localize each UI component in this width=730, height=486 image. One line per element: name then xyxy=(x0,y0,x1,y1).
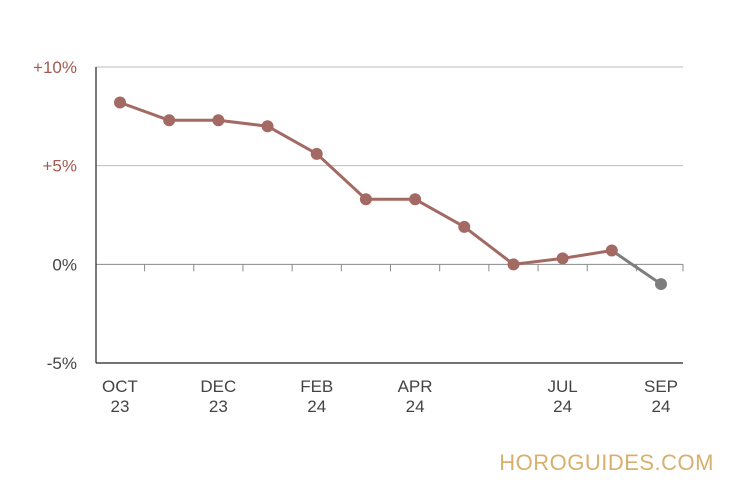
data-point-7 xyxy=(458,220,471,233)
x-tick-label-month: DEC xyxy=(200,377,236,396)
x-tick-label-month: JUL xyxy=(548,377,578,396)
data-point-4 xyxy=(310,147,323,160)
data-point-11 xyxy=(655,278,667,291)
series-line-segment xyxy=(216,118,270,128)
series-line-segment xyxy=(266,124,319,156)
grid-layer xyxy=(96,66,683,265)
series-line-segment xyxy=(462,225,515,266)
x-tick-label-year: 24 xyxy=(406,397,425,416)
x-tick-label-year: 24 xyxy=(553,397,572,416)
series-line-segment xyxy=(561,249,614,260)
data-point-1 xyxy=(163,114,176,127)
data-point-0 xyxy=(114,96,126,109)
data-point-3 xyxy=(261,120,274,133)
x-tick-label-month: FEB xyxy=(300,377,333,396)
data-point-9 xyxy=(556,252,569,265)
x-tick-label-year: 24 xyxy=(652,397,671,416)
label-layer: +10%+5%0%-5%OCT23DEC23FEB24APR24JUL24SEP… xyxy=(33,58,678,416)
series-line-segment xyxy=(610,249,663,286)
x-tick-label-month: APR xyxy=(398,377,433,396)
x-tick-label-month: SEP xyxy=(644,377,678,396)
series-line-segment xyxy=(118,101,171,122)
y-tick-label: +5% xyxy=(43,157,78,176)
x-tick-label-month: OCT xyxy=(102,377,138,396)
data-point-5 xyxy=(359,193,372,206)
y-tick-label: -5% xyxy=(47,354,77,373)
series-layer xyxy=(114,96,667,291)
x-tick-label-year: 23 xyxy=(111,397,130,416)
y-tick-label: +10% xyxy=(33,58,77,77)
x-tick-label-year: 24 xyxy=(307,397,326,416)
series-line-segment xyxy=(315,152,368,201)
data-point-6 xyxy=(409,193,422,206)
x-tick-label-year: 23 xyxy=(209,397,228,416)
data-point-8 xyxy=(507,258,520,271)
series-line-segment xyxy=(413,197,466,229)
axis-layer xyxy=(95,67,684,364)
data-point-2 xyxy=(212,114,225,127)
watermark-text: HOROGUIDES.COM xyxy=(499,450,714,475)
data-point-10 xyxy=(605,244,618,257)
y-tick-label: 0% xyxy=(52,255,77,274)
series-line-segment xyxy=(511,256,565,266)
